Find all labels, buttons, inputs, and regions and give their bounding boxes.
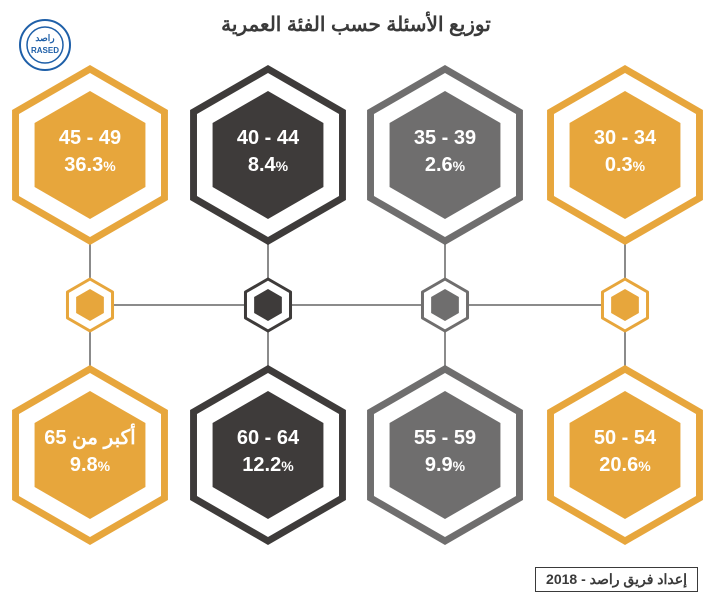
hex-mid-inner-3 [72,287,108,323]
footer-credit: إعداد فريق راصد - 2018 [535,567,698,592]
hex-top-inner-2 [202,89,334,221]
hex-mid-inner-0 [607,287,643,323]
hex-bot-inner-1 [379,389,511,521]
hex-top-inner-1 [379,89,511,221]
connector-horizontal [90,304,625,306]
hex-bot-inner-2 [202,389,334,521]
hex-mid-inner-2 [250,287,286,323]
chart-title: توزيع الأسئلة حسب الفئة العمرية [0,12,712,37]
svg-text:راصد: راصد [35,33,54,44]
hex-top-inner-0 [559,89,691,221]
hex-mid-inner-1 [427,287,463,323]
svg-text:RASED: RASED [31,46,59,55]
hex-bot-inner-0 [559,389,691,521]
hex-top-inner-3 [24,89,156,221]
hex-bot-inner-3 [24,389,156,521]
